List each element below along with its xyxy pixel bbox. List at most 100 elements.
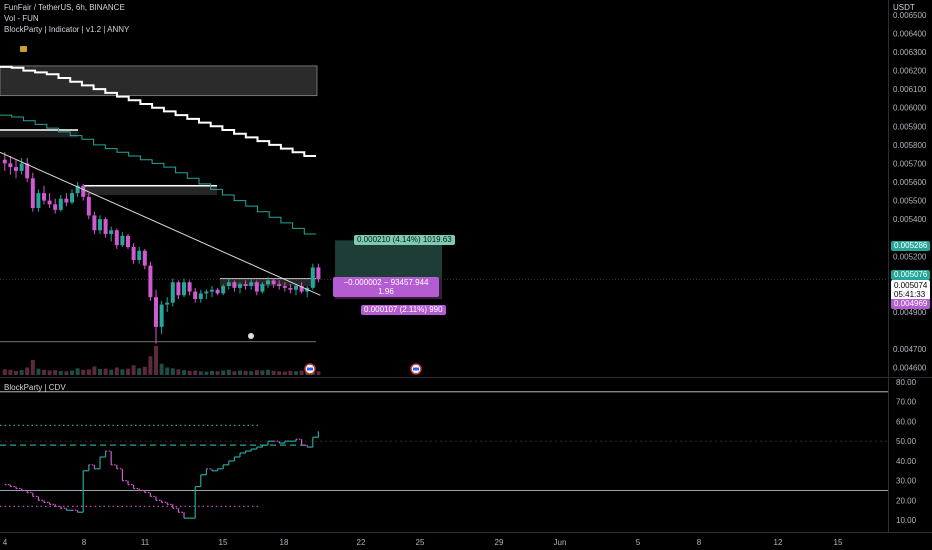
candle-body: [64, 198, 69, 203]
candle-body: [109, 230, 114, 234]
currency-label: USDT: [893, 3, 915, 12]
volume-bar: [53, 370, 58, 375]
candle-body: [215, 289, 220, 294]
volume-bar: [187, 370, 192, 375]
volume-bar: [271, 370, 276, 375]
cdv-tick: 70.00: [896, 398, 917, 407]
price-tick: 0.005600: [893, 178, 927, 187]
candle-body: [176, 282, 181, 296]
time-tick: 22: [357, 538, 366, 547]
price-tick: 0.006000: [893, 104, 927, 113]
time-tick: 11: [141, 538, 150, 547]
volume-bar: [98, 369, 102, 375]
candle-body: [288, 287, 293, 290]
volume-bar: [316, 371, 321, 375]
overlays-layer: [0, 46, 422, 375]
candle-body: [114, 230, 119, 246]
resistance-zone: [0, 65, 318, 97]
volume-bar: [210, 370, 214, 375]
candle-body: [47, 200, 52, 205]
time-tick: 15: [219, 538, 228, 547]
candle-body: [254, 282, 259, 292]
band-upper: [0, 65, 316, 157]
candle-body: [316, 267, 321, 280]
time-tick: 29: [495, 538, 504, 547]
grid: [0, 0, 932, 533]
event-flag: [307, 367, 313, 371]
symbol-legend[interactable]: FunFair / TetherUS, 6h, BINANCE: [4, 3, 125, 12]
volume-legend[interactable]: Vol - FUN: [4, 14, 39, 23]
volume-bar: [70, 370, 74, 375]
candle-body: [249, 282, 254, 286]
cdv-tick: 30.00: [896, 477, 917, 486]
volume-bar: [154, 345, 158, 375]
candle-body: [8, 163, 13, 168]
entry-label[interactable]: −0.000002 − 93457.944 1.96: [333, 277, 439, 297]
volume-bar: [103, 368, 108, 375]
price-tick: 0.005500: [893, 197, 927, 206]
price-tick: 0.004600: [893, 364, 927, 373]
price-tick: 0.004900: [893, 308, 927, 317]
volume-bar: [30, 360, 35, 375]
volume-bar: [8, 369, 13, 375]
candle-body: [126, 235, 130, 247]
candle-body: [310, 267, 315, 288]
candles-layer: [2, 152, 321, 344]
tag-current: 0.005074 05:41:33: [891, 280, 931, 300]
time-tick: 4: [3, 538, 8, 547]
event-flag: [413, 367, 419, 371]
price-tick: 0.006300: [893, 48, 927, 57]
tag-last: 0.005076: [891, 270, 931, 280]
volume-bar: [254, 370, 259, 375]
candle-body: [221, 286, 226, 294]
candle-body: [271, 280, 276, 285]
price-tick: 0.006200: [893, 67, 927, 76]
volume-bar: [170, 368, 175, 375]
candle-body: [2, 159, 7, 164]
volume-bar: [288, 370, 293, 375]
volume-bar: [299, 370, 304, 375]
price-tick: 0.006400: [893, 29, 927, 38]
candle-body: [182, 282, 186, 296]
candle-body: [92, 215, 97, 231]
band-mid: [0, 114, 316, 235]
volume-bar: [92, 366, 97, 375]
volume-bar: [243, 370, 248, 375]
volume-bar: [260, 370, 265, 375]
volume-bar: [137, 368, 142, 375]
time-tick: 12: [774, 538, 783, 547]
price-tick: 0.005200: [893, 252, 927, 261]
time-tick: 8: [82, 538, 87, 547]
target-label[interactable]: 0.000210 (4.14%) 1019.63: [354, 235, 455, 245]
candle-body: [70, 193, 74, 203]
bands-layer: [0, 65, 316, 235]
cdv-tick: 80.00: [896, 378, 917, 387]
volume-bar: [226, 369, 231, 375]
candle-body: [210, 289, 214, 292]
volume-bar: [131, 365, 136, 375]
price-tick: 0.005700: [893, 159, 927, 168]
volume-bar: [126, 368, 130, 375]
candle-body: [299, 286, 304, 292]
candle-body: [86, 196, 91, 216]
candle-body: [170, 282, 175, 303]
candle-body: [148, 265, 153, 298]
volume-bar: [36, 368, 41, 375]
candle-body: [282, 286, 287, 288]
cdv-tick: 20.00: [896, 496, 917, 505]
zone-mid: [84, 184, 217, 195]
volume-bar: [75, 368, 80, 375]
cdv-legend[interactable]: BlockParty | CDV: [4, 383, 66, 392]
volume-layer: [2, 345, 321, 375]
volume-bar: [215, 371, 220, 375]
stop-label[interactable]: 0.000107 (2.11%) 990: [361, 305, 446, 315]
cdv-tick: 50.00: [896, 437, 917, 446]
volume-bar: [42, 369, 46, 375]
tag-upper: 0.005286: [891, 241, 931, 251]
candle-body: [25, 163, 30, 179]
candle-body: [131, 247, 136, 260]
volume-bar: [86, 369, 91, 375]
indicator-legend[interactable]: BlockParty | Indicator | v1.2 | ANNY: [4, 25, 130, 34]
zones-layer: [0, 65, 888, 343]
